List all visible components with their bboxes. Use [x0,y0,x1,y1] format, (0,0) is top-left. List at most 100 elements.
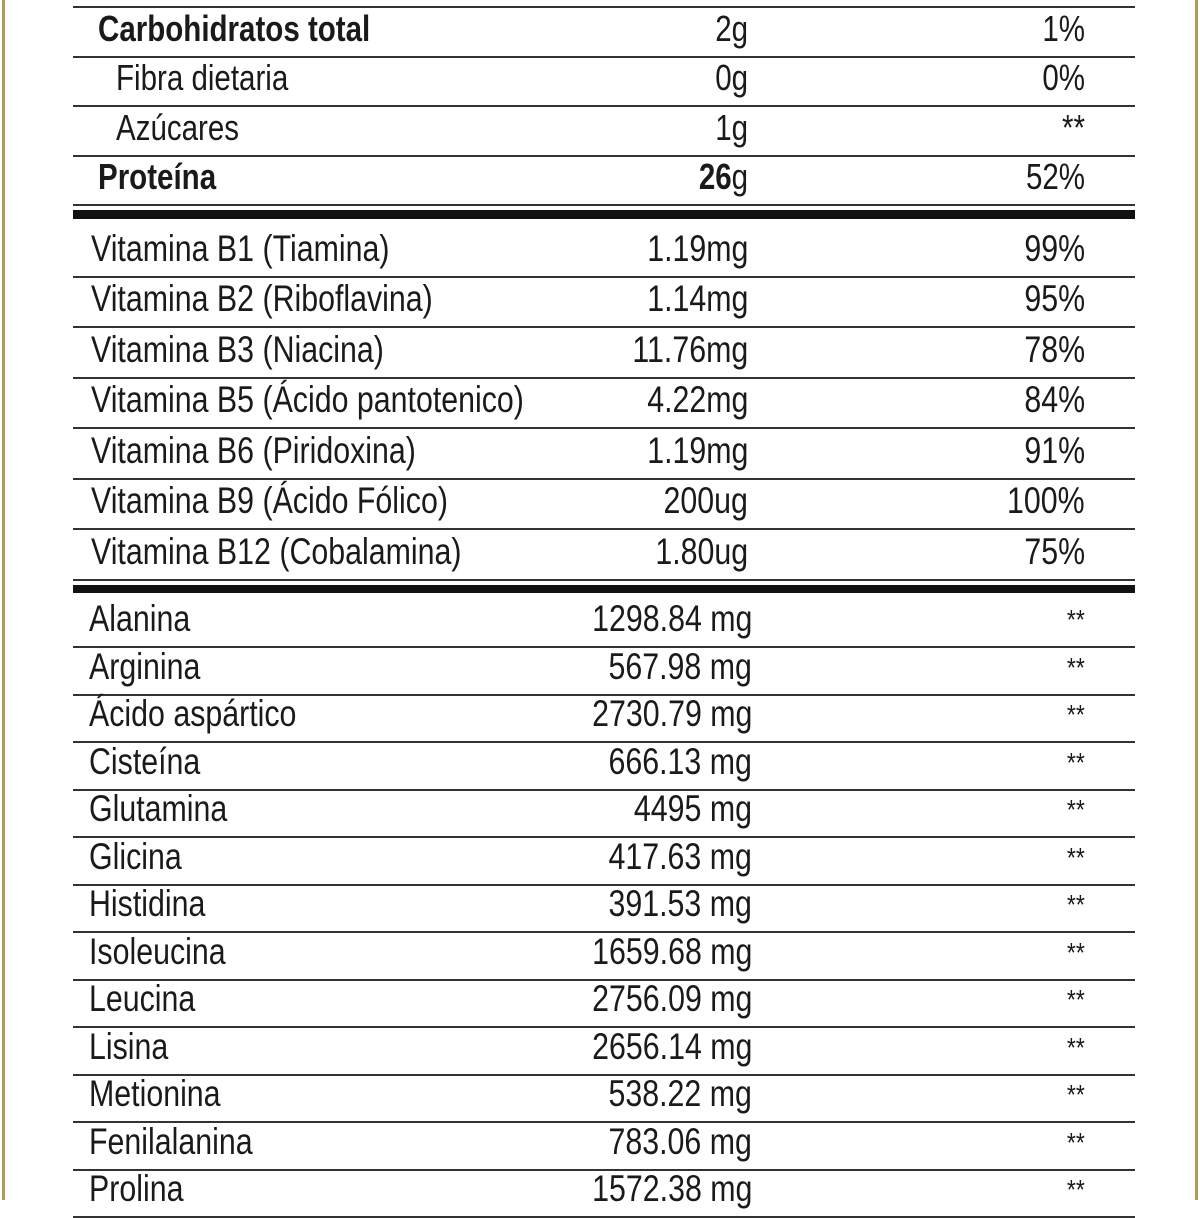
left-gold-border [2,0,5,1200]
nutrient-amount: 1572.38 mg [592,1168,752,1210]
daily-value: ** [1067,604,1085,636]
table-row: Leucina 2756.09 mg ** [73,981,1135,1029]
table-row: Glicina 417.63 mg ** [73,838,1135,886]
daily-value: ** [1067,1032,1085,1064]
daily-value: ** [1067,1079,1085,1111]
nutrient-amount: 417.63 mg [609,836,752,878]
table-row: Alanina 1298.84 mg ** [73,601,1135,649]
table-row: Isoleucina 1659.68 mg ** [73,933,1135,981]
nutrient-amount: 567.98 mg [609,646,752,688]
nutrient-amount: 4495 mg [634,788,752,830]
daily-value: ** [1067,842,1085,874]
nutrient-label: Arginina [89,646,200,688]
nutrient-label: Isoleucina [89,931,226,973]
nutrient-amount: 1.19mg [647,228,748,270]
thick-divider [73,210,1135,219]
table-row: Lisina 2656.14 mg ** [73,1028,1135,1076]
nutrient-label: Metionina [89,1073,221,1115]
nutrient-label: Fenilalanina [89,1121,253,1163]
nutrient-amount: 391.53 mg [609,883,752,925]
daily-value: ** [1067,747,1085,779]
nutrient-amount: 2756.09 mg [592,978,752,1020]
table-row: Azúcares 1g ** [73,107,1135,157]
nutrient-amount: 783.06 mg [609,1121,752,1163]
daily-value: 99% [1024,228,1085,270]
table-row: Vitamina B6 (Piridoxina) 1.19mg 91% [73,429,1135,480]
nutrient-label: Vitamina B1 (Tiamina) [91,228,389,270]
nutrient-label: Vitamina B6 (Piridoxina) [91,430,416,472]
table-row: Arginina 567.98 mg ** [73,648,1135,696]
daily-value: ** [1067,652,1085,684]
daily-value: ** [1067,1127,1085,1159]
nutrient-amount: 0g [715,57,748,99]
daily-value: 84% [1024,379,1085,421]
nutrient-amount: 1659.68 mg [592,931,752,973]
daily-value: ** [1067,699,1085,731]
table-row: Metionina 538.22 mg ** [73,1076,1135,1124]
nutrient-amount: 538.22 mg [609,1073,752,1115]
table-row: Vitamina B3 (Niacina) 11.76mg 78% [73,328,1135,379]
nutrient-label: Leucina [89,978,195,1020]
nutrient-amount: 1.19mg [647,430,748,472]
daily-value: 78% [1024,329,1085,371]
nutrient-amount: 1298.84 mg [592,598,752,640]
daily-value: 91% [1024,430,1085,472]
nutrient-label: Vitamina B9 (Ácido Fólico) [91,480,448,522]
right-gold-border [1195,0,1198,1200]
nutrient-amount: 11.76mg [632,329,748,371]
thick-divider [73,585,1135,593]
nutrient-label: Glicina [89,836,182,878]
nutrient-label: Alanina [89,598,190,640]
nutrient-amount: 4.22mg [647,379,748,421]
table-row: Fenilalanina 783.06 mg ** [73,1123,1135,1171]
nutrient-label: Vitamina B3 (Niacina) [91,329,384,371]
daily-value: 52% [1026,156,1085,198]
nutrient-amount: 200ug [664,480,748,522]
table-row: Vitamina B12 (Cobalamina) 1.80ug 75% [73,530,1135,581]
nutrient-label: Fibra dietaria [116,57,288,99]
nutrient-amount: 1.80ug [655,531,748,573]
table-row: Proteína 26g 52% [73,157,1135,207]
table-row: Fibra dietaria 0g 0% [73,58,1135,108]
nutrient-label: Cisteína [89,741,200,783]
amount-bold: 26 [699,156,732,197]
nutrient-label: Lisina [89,1026,168,1068]
daily-value: ** [1062,107,1085,149]
table-row: Prolina 1572.38 mg ** [73,1171,1135,1218]
nutrient-label: Ácido aspártico [89,693,296,735]
nutrient-amount: 1.14mg [647,278,748,320]
nutrient-amount: 1g [715,107,748,149]
amount-unit: g [732,156,748,197]
nutrient-label: Carbohidratos total [98,8,370,50]
nutrient-amount: 666.13 mg [609,741,752,783]
nutrient-label: Histidina [89,883,205,925]
table-row: Cisteína 666.13 mg ** [73,743,1135,791]
daily-value: ** [1067,889,1085,921]
nutrient-label: Azúcares [116,107,239,149]
daily-value: ** [1067,1174,1085,1206]
nutrient-label: Vitamina B12 (Cobalamina) [91,531,461,573]
daily-value: 0% [1042,57,1085,99]
table-row: Vitamina B9 (Ácido Fólico) 200ug 100% [73,480,1135,531]
nutrient-label: Proteína [98,156,216,198]
daily-value: ** [1067,984,1085,1016]
nutrient-label: Prolina [89,1168,183,1210]
daily-value: 95% [1024,278,1085,320]
table-row: Vitamina B1 (Tiamina) 1.19mg 99% [73,227,1135,278]
table-row: Histidina 391.53 mg ** [73,886,1135,934]
nutrient-label: Glutamina [89,788,227,830]
daily-value: 100% [1007,480,1085,522]
nutrient-amount: 2656.14 mg [592,1026,752,1068]
daily-value: 75% [1024,531,1085,573]
daily-value: ** [1067,937,1085,969]
nutrient-amount: 2g [715,8,748,50]
